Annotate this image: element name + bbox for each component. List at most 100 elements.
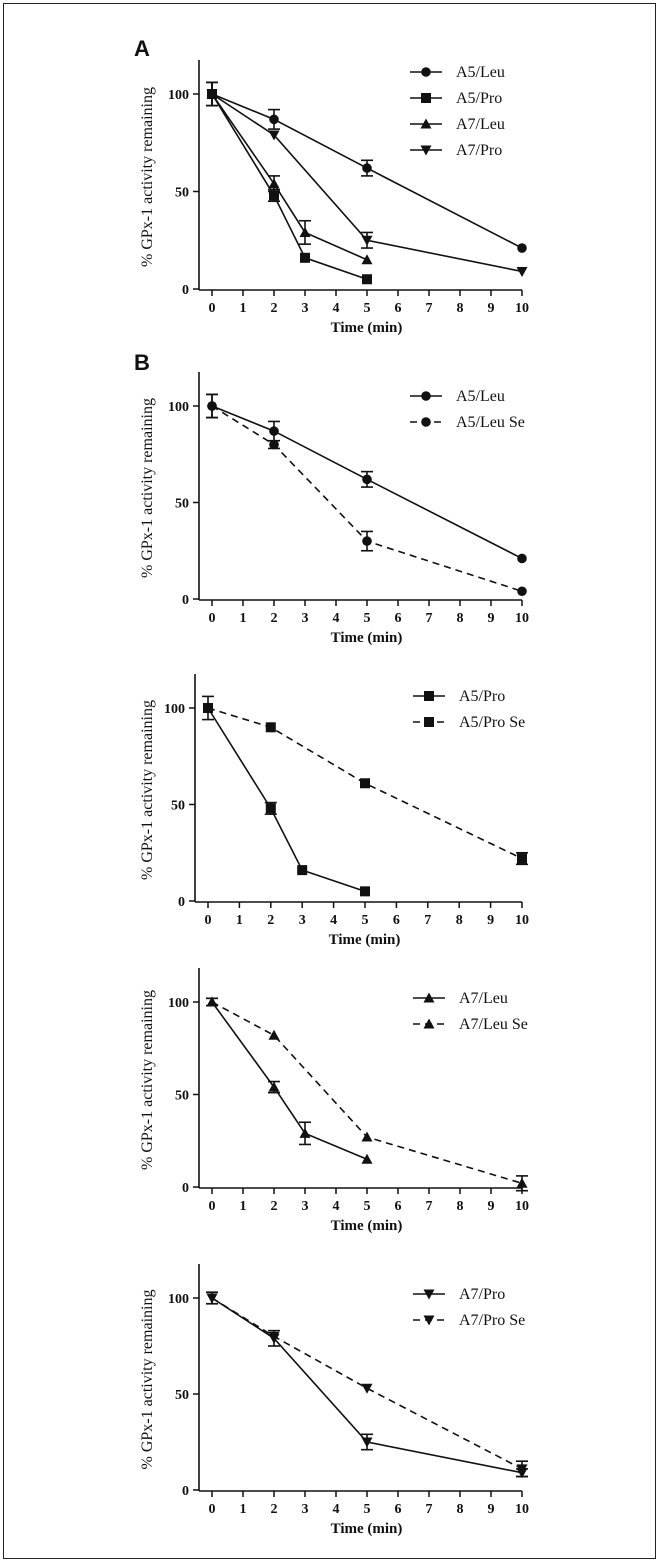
- x-tick-label: 8: [456, 913, 463, 928]
- y-tick-label: 50: [175, 497, 189, 512]
- series-a7-pro: [206, 81, 528, 277]
- x-tick-label: 7: [426, 301, 433, 316]
- data-point: [516, 266, 528, 277]
- data-point: [297, 865, 308, 876]
- legend-marker: [424, 717, 434, 727]
- data-point: [361, 1437, 373, 1448]
- legend-marker: [421, 391, 431, 401]
- series-a5-pro: [202, 695, 370, 897]
- chart-panel-3: 0 50 100 0 1 2 3 4 5 6 7 8 9 10 Time (min) % GPx-1 acti…: [139, 674, 529, 948]
- y-tick-label: 100: [168, 1292, 189, 1307]
- data-point: [360, 886, 370, 897]
- legend-entry: A5/Pro Se: [413, 714, 525, 731]
- data-point: [516, 1177, 528, 1188]
- series-line: [211, 93, 368, 261]
- data-point: [268, 178, 280, 189]
- x-tick-label: 5: [364, 611, 371, 626]
- data-point: [269, 114, 279, 125]
- x-axis-title: Time (min): [331, 1218, 403, 1234]
- legend-marker: [421, 417, 431, 427]
- data-point: [361, 235, 373, 246]
- y-tick-label: 0: [182, 593, 189, 608]
- y-tick-label: 100: [168, 400, 189, 415]
- x-tick-label: 1: [240, 301, 247, 316]
- y-tick-label: 0: [178, 895, 185, 910]
- data-point: [362, 163, 372, 173]
- x-tick-label: 6: [395, 301, 402, 316]
- data-point: [268, 130, 280, 141]
- legend-label: A7/Leu Se: [459, 1016, 528, 1033]
- legend-marker: [421, 93, 431, 103]
- series-line: [211, 405, 523, 560]
- legend-label: A7/Pro: [456, 142, 502, 159]
- x-axis-title: Time (min): [331, 630, 403, 646]
- data-point: [268, 1029, 280, 1040]
- y-axis-title: % GPx-1 activity remaining: [139, 1290, 156, 1470]
- data-point: [362, 536, 372, 546]
- data-point: [517, 853, 527, 864]
- chart-panel-1: A 0 50 100 0 1 2 3 4 5 6 7 8 9 10 Time (min) % GPx-1 act…: [134, 36, 529, 336]
- x-tick-label: 4: [333, 1199, 340, 1214]
- series-a7-leu: [206, 81, 373, 265]
- x-tick-label: 10: [515, 611, 529, 626]
- legend-entry: A7/Leu: [410, 116, 505, 133]
- x-tick-label: 0: [209, 1199, 216, 1214]
- x-tick-label: 2: [271, 1199, 278, 1214]
- series-a5-leu: [206, 81, 527, 253]
- data-point: [362, 474, 372, 485]
- legend-entry: A7/Leu Se: [413, 1016, 528, 1033]
- x-tick-label: 0: [205, 913, 212, 928]
- series-line: [207, 707, 366, 893]
- x-tick-label: 3: [302, 1199, 309, 1214]
- data-point: [300, 252, 310, 263]
- series-line: [211, 93, 523, 249]
- y-tick-label: 50: [175, 186, 189, 201]
- legend-entry: A7/Pro Se: [413, 1312, 525, 1329]
- data-point: [268, 1331, 280, 1342]
- y-tick-label: 0: [182, 1181, 189, 1196]
- legend-entry: A5/Pro: [413, 688, 505, 705]
- x-tick-label: 2: [271, 1502, 278, 1517]
- series-a7-pro-se: [206, 1291, 528, 1478]
- x-tick-label: 9: [488, 1199, 495, 1214]
- x-tick-label: 6: [395, 1502, 402, 1517]
- x-tick-label: 10: [515, 1502, 529, 1517]
- data-point: [207, 401, 217, 411]
- legend-entry: A5/Leu: [410, 64, 505, 81]
- chart-panel-4: 0 50 100 0 1 2 3 4 5 6 7 8 9 10 Time (min) % GPx-1 acti…: [139, 968, 529, 1234]
- series-line: [211, 93, 368, 281]
- data-point: [299, 226, 311, 237]
- x-axis-title: Time (min): [331, 1521, 403, 1537]
- x-tick-label: 5: [362, 913, 369, 928]
- x-tick-label: 0: [209, 611, 216, 626]
- y-tick-label: 0: [182, 283, 189, 298]
- series-line: [211, 1001, 368, 1160]
- y-tick-label: 100: [164, 702, 185, 717]
- x-tick-label: 10: [515, 913, 529, 928]
- series-line: [207, 707, 523, 860]
- x-tick-label: 8: [457, 611, 464, 626]
- x-tick-label: 3: [299, 913, 306, 928]
- series-a7-leu-se: [206, 996, 528, 1192]
- x-tick-label: 6: [395, 611, 402, 626]
- legend-entry: A7/Pro: [413, 1286, 505, 1303]
- x-tick-label: 2: [271, 301, 278, 316]
- data-point: [265, 722, 276, 733]
- data-point: [516, 1464, 528, 1475]
- x-tick-label: 10: [515, 301, 529, 316]
- x-tick-label: 4: [333, 611, 340, 626]
- y-tick-label: 50: [171, 799, 185, 814]
- series-a7-leu: [206, 996, 373, 1164]
- data-point: [360, 778, 370, 789]
- x-tick-label: 1: [240, 611, 247, 626]
- legend-label: A5/Pro: [459, 688, 505, 705]
- data-point: [269, 439, 279, 450]
- x-tick-label: 5: [364, 1199, 371, 1214]
- x-tick-label: 10: [515, 1199, 529, 1214]
- legend-label: A7/Leu: [456, 116, 505, 133]
- data-point: [361, 254, 373, 265]
- legend-entry: A5/Leu: [410, 388, 505, 405]
- data-point: [206, 996, 218, 1007]
- y-tick-label: 100: [168, 996, 189, 1011]
- x-tick-label: 4: [330, 913, 337, 928]
